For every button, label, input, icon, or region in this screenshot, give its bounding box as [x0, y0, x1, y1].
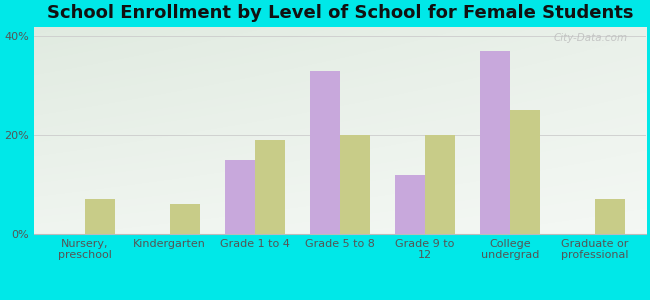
Bar [340, 135, 370, 234]
Bar [255, 140, 285, 234]
Bar [510, 110, 540, 234]
Bar [395, 175, 425, 234]
Title: School Enrollment by Level of School for Female Students: School Enrollment by Level of School for… [47, 4, 633, 22]
Bar [225, 160, 255, 234]
Bar [425, 135, 454, 234]
Bar [595, 200, 625, 234]
Bar [170, 204, 200, 234]
Bar [310, 71, 340, 234]
Bar [84, 200, 114, 234]
Text: City-Data.com: City-Data.com [553, 33, 627, 43]
Bar [480, 51, 510, 234]
